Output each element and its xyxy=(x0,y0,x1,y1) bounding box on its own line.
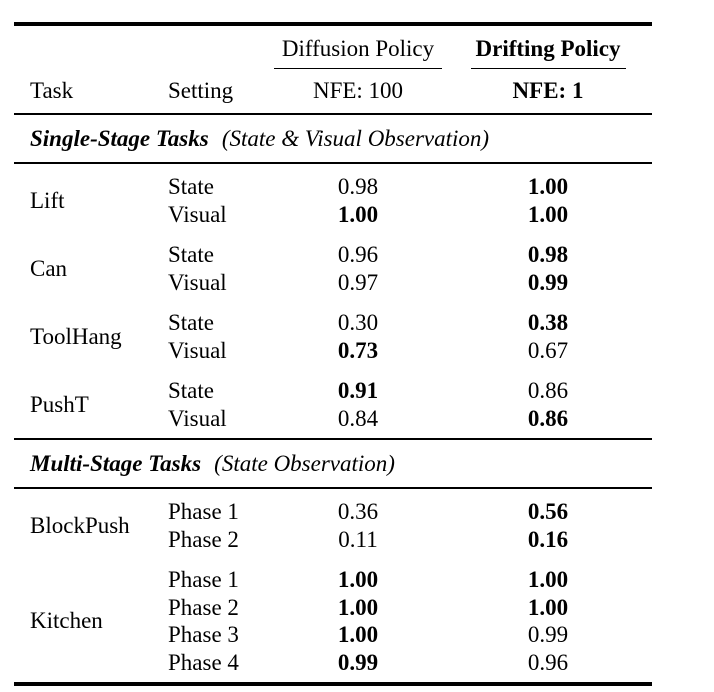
value-cell-drifting: 1.00 xyxy=(527,201,569,227)
value-cell-drifting: 0.86 xyxy=(527,378,569,403)
group-header-drifting-label: Drifting Policy xyxy=(475,36,621,61)
value-cell-diffusion: 0.73 xyxy=(337,337,379,363)
column-header-nfe-100: NFE: 100 xyxy=(312,78,404,103)
column-header-task: Task xyxy=(30,78,74,103)
header-spacer-setting xyxy=(154,26,272,69)
value-cell-drifting: 1.00 xyxy=(527,567,569,592)
section-title-text: Single-Stage Tasks xyxy=(30,126,209,151)
section-header-multi-stage: Multi-Stage Tasks (State Observation) xyxy=(14,440,652,487)
group-header-diffusion-label: Diffusion Policy xyxy=(281,36,435,61)
value-cell-diffusion: 0.36 xyxy=(337,499,379,524)
group-header-diffusion-policy: Diffusion Policy xyxy=(272,26,444,69)
column-header-setting: Setting xyxy=(168,78,234,103)
setting-cell: Phase 1 xyxy=(168,499,239,524)
setting-cell: State xyxy=(168,378,214,403)
task-cell: Kitchen xyxy=(30,608,103,634)
section-subtitle-text: (State & Visual Observation) xyxy=(221,126,490,151)
value-cell-diffusion: 1.00 xyxy=(337,201,379,227)
header-spacer-task xyxy=(14,26,154,69)
setting-cell: Phase 1 xyxy=(168,567,239,592)
value-cell-diffusion: 0.84 xyxy=(337,405,379,431)
setting-cell: Visual xyxy=(168,405,227,431)
setting-cell: Visual xyxy=(168,337,227,363)
value-cell-diffusion: 0.99 xyxy=(337,649,379,675)
value-cell-diffusion: 0.91 xyxy=(337,378,379,403)
value-cell-drifting: 0.96 xyxy=(527,649,569,675)
task-cell: Can xyxy=(30,255,68,281)
column-header-nfe-1: NFE: 1 xyxy=(512,78,584,103)
value-cell-drifting: 0.56 xyxy=(527,499,569,524)
results-table: Diffusion Policy Drifting Policy Task Se… xyxy=(14,0,652,686)
value-cell-drifting: 0.16 xyxy=(527,526,569,552)
setting-cell: Visual xyxy=(168,201,227,227)
section-rule-1 xyxy=(14,162,652,164)
value-cell-drifting: 0.99 xyxy=(527,622,569,647)
setting-cell: Phase 3 xyxy=(168,622,239,647)
value-cell-diffusion: 0.97 xyxy=(337,269,379,295)
value-cell-drifting: 0.98 xyxy=(527,242,569,267)
bottom-rule xyxy=(14,682,652,686)
cmidrule-diffusion xyxy=(274,68,442,69)
value-cell-diffusion: 1.00 xyxy=(337,567,379,592)
setting-cell: Phase 2 xyxy=(168,526,239,552)
task-cell: BlockPush xyxy=(30,512,130,538)
setting-cell: Visual xyxy=(168,269,227,295)
value-cell-drifting: 1.00 xyxy=(527,594,569,620)
value-cell-diffusion: 0.30 xyxy=(337,310,379,335)
header-rule xyxy=(14,113,652,115)
value-cell-drifting: 0.38 xyxy=(527,310,569,335)
value-cell-drifting: 0.86 xyxy=(527,405,569,431)
header-group-row: Diffusion Policy Drifting Policy xyxy=(14,26,652,69)
section-body-single-stage: Lift State 0.98 1.00 Visual 1.00 1.00 Ca… xyxy=(14,164,652,438)
section-rule-2 xyxy=(14,438,652,440)
section-title-text: Multi-Stage Tasks xyxy=(30,451,202,476)
task-cell: ToolHang xyxy=(30,323,122,349)
section-body-multi-stage: BlockPush Phase 1 0.36 0.56 Phase 2 0.11… xyxy=(14,489,652,682)
task-group-toolhang: ToolHang State 0.30 0.38 Visual 0.73 0.6… xyxy=(14,309,652,364)
setting-cell: State xyxy=(168,174,214,199)
value-cell-drifting: 1.00 xyxy=(527,174,569,199)
value-cell-diffusion: 0.98 xyxy=(337,174,379,199)
value-cell-diffusion: 1.00 xyxy=(337,594,379,620)
task-cell: Lift xyxy=(30,187,65,213)
task-group-can: Can State 0.96 0.98 Visual 0.97 0.99 xyxy=(14,241,652,296)
header-column-row: Task Setting NFE: 100 NFE: 1 xyxy=(14,69,652,113)
cmidrule-drifting xyxy=(470,68,626,69)
task-group-lift: Lift State 0.98 1.00 Visual 1.00 1.00 xyxy=(14,173,652,228)
setting-cell: State xyxy=(168,310,214,335)
group-header-drifting-policy: Drifting Policy xyxy=(444,26,652,69)
setting-cell: Phase 2 xyxy=(168,594,239,620)
section-subtitle-text: (State Observation) xyxy=(214,451,395,476)
top-rule xyxy=(14,22,652,26)
setting-cell: Phase 4 xyxy=(168,649,239,675)
section-header-single-stage: Single-Stage Tasks (State & Visual Obser… xyxy=(14,115,652,162)
setting-cell: State xyxy=(168,242,214,267)
section-rule-3 xyxy=(14,487,652,489)
task-group-kitchen: Kitchen Phase 1 1.00 1.00 Phase 2 1.00 1… xyxy=(14,566,652,676)
value-cell-drifting: 0.99 xyxy=(527,269,569,295)
task-group-blockpush: BlockPush Phase 1 0.36 0.56 Phase 2 0.11… xyxy=(14,498,652,553)
value-cell-diffusion: 1.00 xyxy=(337,622,379,647)
value-cell-diffusion: 0.96 xyxy=(337,242,379,267)
value-cell-diffusion: 0.11 xyxy=(338,526,378,552)
task-cell: PushT xyxy=(30,391,89,417)
task-group-pusht: PushT State 0.91 0.86 Visual 0.84 0.86 xyxy=(14,377,652,432)
value-cell-drifting: 0.67 xyxy=(527,337,569,363)
